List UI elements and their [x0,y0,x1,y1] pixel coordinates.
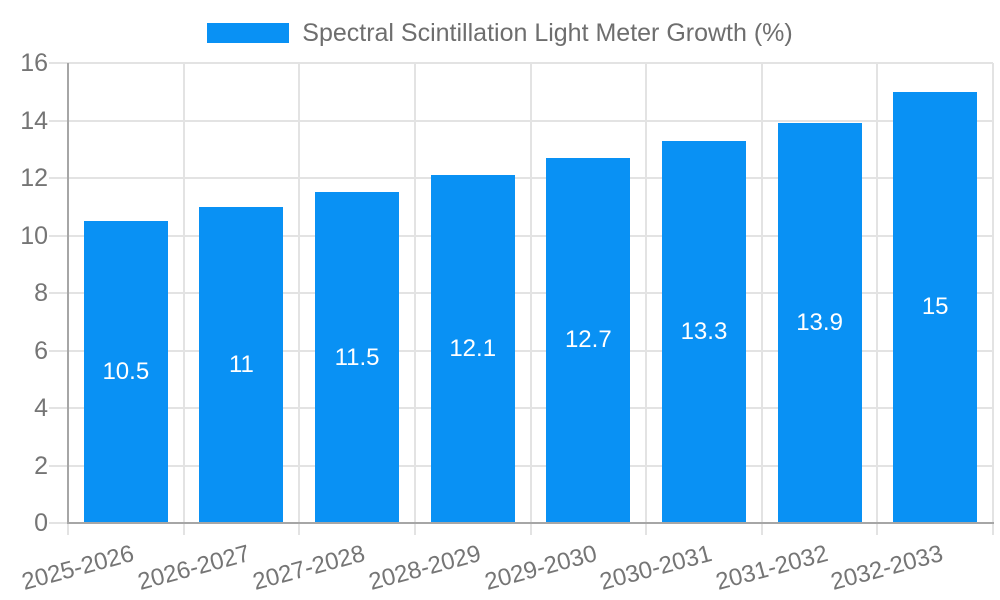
bar-value-label: 13.9 [796,309,843,337]
y-tick-label: 12 [20,164,48,192]
x-tick-label: 2028-2029 [365,540,484,596]
y-tick-label: 2 [34,451,48,480]
x-gridline [529,63,532,535]
x-tick-label: 2025-2026 [18,540,137,596]
x-gridline [413,63,416,535]
legend-swatch [207,23,290,43]
y-gridline [49,292,993,294]
y-tick-label: 16 [20,49,48,77]
bar-value-label: 11 [228,350,254,378]
y-axis-line [67,63,69,523]
y-gridline [49,177,993,179]
x-tick-label: 2030-2031 [597,540,715,596]
y-tick-label: 0 [34,509,48,537]
x-tick-label: 2031-2032 [712,540,831,596]
bar-value-label: 13.3 [680,317,728,345]
y-gridline [49,349,993,352]
y-gridline [49,119,993,122]
x-gridline [876,63,879,535]
bar[interactable] [83,221,168,523]
x-tick-label: 2027-2028 [250,540,369,596]
y-tick-label: 14 [20,106,48,135]
y-gridline [49,234,993,237]
y-gridline [49,62,993,64]
x-gridline [182,63,185,535]
x-tick-label: 2029-2030 [481,540,600,596]
y-tick-label: 8 [34,279,48,307]
legend-label: Spectral Scintillation Light Meter Growt… [302,19,793,47]
x-axis-line [67,522,994,524]
y-tick-label: 10 [20,221,48,250]
y-tick-label: 6 [34,336,48,365]
x-gridline [298,63,301,535]
bar-value-label: 11.5 [334,343,380,371]
bar-value-label: 12.1 [449,335,497,363]
y-tick-label: 4 [34,394,48,422]
x-tick-label: 2026-2027 [134,540,253,596]
bar-value-label: 12.7 [564,326,612,354]
bar[interactable] [893,91,978,523]
legend-item[interactable]: Spectral Scintillation Light Meter Growt… [0,20,1000,46]
bar[interactable] [315,192,400,523]
bar[interactable] [661,140,746,523]
x-gridline [645,63,648,535]
x-gridline [760,63,763,535]
bar[interactable] [199,206,284,523]
bar-value-label: 10.5 [102,358,150,386]
y-gridline [49,464,993,467]
bar[interactable] [546,157,631,523]
x-gridline [992,63,994,535]
bar[interactable] [777,123,862,523]
bar-value-label: 15 [921,293,949,321]
y-gridline [49,407,993,409]
bar[interactable] [430,175,515,523]
x-tick-label: 2032-2033 [828,540,947,596]
